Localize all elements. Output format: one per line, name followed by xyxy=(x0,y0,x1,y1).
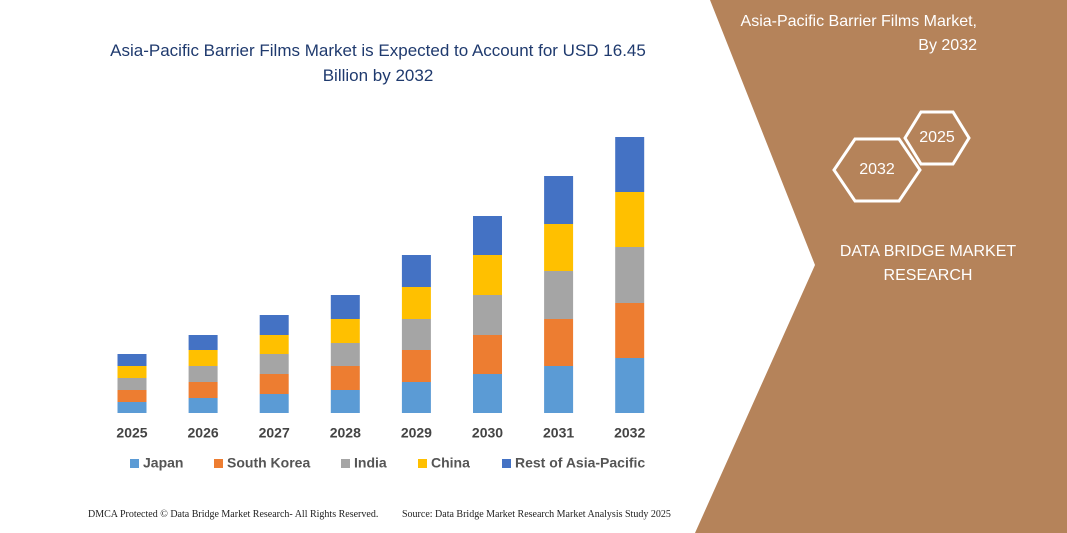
hex-label: 2032 xyxy=(859,161,895,178)
legend-swatch xyxy=(341,459,350,468)
x-tick-label: 2026 xyxy=(188,425,219,441)
legend-label: Rest of Asia-Pacific xyxy=(515,455,645,471)
legend-swatch xyxy=(502,459,511,468)
x-tick-label: 2030 xyxy=(472,425,503,441)
bar-segment xyxy=(188,398,218,413)
bar-segment xyxy=(259,315,289,335)
legend-swatch xyxy=(214,459,223,468)
bar-segment xyxy=(615,303,645,358)
bar-segment xyxy=(544,224,574,271)
panel-title: Asia-Pacific Barrier Films Market, By 20… xyxy=(740,13,977,54)
bar-segment xyxy=(259,335,289,354)
bar-segment xyxy=(473,374,502,413)
legend-label: Japan xyxy=(143,455,183,471)
bar-segment xyxy=(259,354,289,374)
bar-segment xyxy=(473,335,502,374)
bar-segment xyxy=(615,192,645,247)
bar-segment xyxy=(330,295,360,319)
bar-segment xyxy=(117,366,147,378)
x-tick-label: 2025 xyxy=(116,425,147,441)
bar-segment xyxy=(117,390,147,402)
bar-segment xyxy=(259,394,289,413)
bar-segment xyxy=(188,335,218,350)
brand: DATA BRIDGE MARKET RESEARCH xyxy=(839,243,1017,284)
bar-segment xyxy=(544,366,574,413)
bar-segment xyxy=(615,247,645,303)
footer-right: Source: Data Bridge Market Research Mark… xyxy=(402,509,671,520)
bar-segment xyxy=(330,366,360,390)
bar-segment xyxy=(330,343,360,366)
legend-label: China xyxy=(431,455,470,471)
bar-segment xyxy=(188,350,218,366)
plot: 2025 2026 2027 2028 2029 2030 2031 2032 Japan Sou… xyxy=(116,137,645,471)
bar-segment xyxy=(473,216,502,255)
bar-segment xyxy=(188,366,218,382)
bar-segment xyxy=(615,137,645,192)
x-tick-label: 2028 xyxy=(330,425,361,441)
x-tick-label: 2032 xyxy=(614,425,645,441)
bar-segment xyxy=(259,374,289,394)
bar-segment xyxy=(117,402,147,413)
bar-segment xyxy=(188,382,218,398)
bar-segment xyxy=(615,358,645,413)
bar-segment xyxy=(544,319,574,366)
bar-segment xyxy=(330,319,360,343)
legend-label: South Korea xyxy=(227,455,310,471)
side-panel xyxy=(695,0,1067,533)
bar-segment xyxy=(401,382,431,413)
bar-segment xyxy=(117,354,147,366)
bar-segment xyxy=(473,255,502,295)
bar-segment xyxy=(401,287,431,319)
hexagon xyxy=(903,110,971,166)
bar-segment xyxy=(401,350,431,382)
bar-segment xyxy=(401,319,431,350)
hexagon xyxy=(832,137,922,203)
x-tick-label: 2027 xyxy=(259,425,290,441)
legend-label: India xyxy=(354,455,387,471)
bar-segment xyxy=(401,255,431,287)
bar-segment xyxy=(330,390,360,413)
x-tick-label: 2029 xyxy=(401,425,432,441)
chart-title: Asia-Pacific Barrier Films Market is Exp… xyxy=(110,41,646,85)
bar-segment xyxy=(544,271,574,319)
bar-segment xyxy=(544,176,574,224)
bar-segment xyxy=(117,378,147,390)
hex-label: 2025 xyxy=(919,129,955,146)
footer-left: DMCA Protected © Data Bridge Market Rese… xyxy=(88,509,379,520)
x-tick-label: 2031 xyxy=(543,425,574,441)
bar-segment xyxy=(473,295,502,335)
legend-swatch xyxy=(418,459,427,468)
legend-swatch xyxy=(130,459,139,468)
